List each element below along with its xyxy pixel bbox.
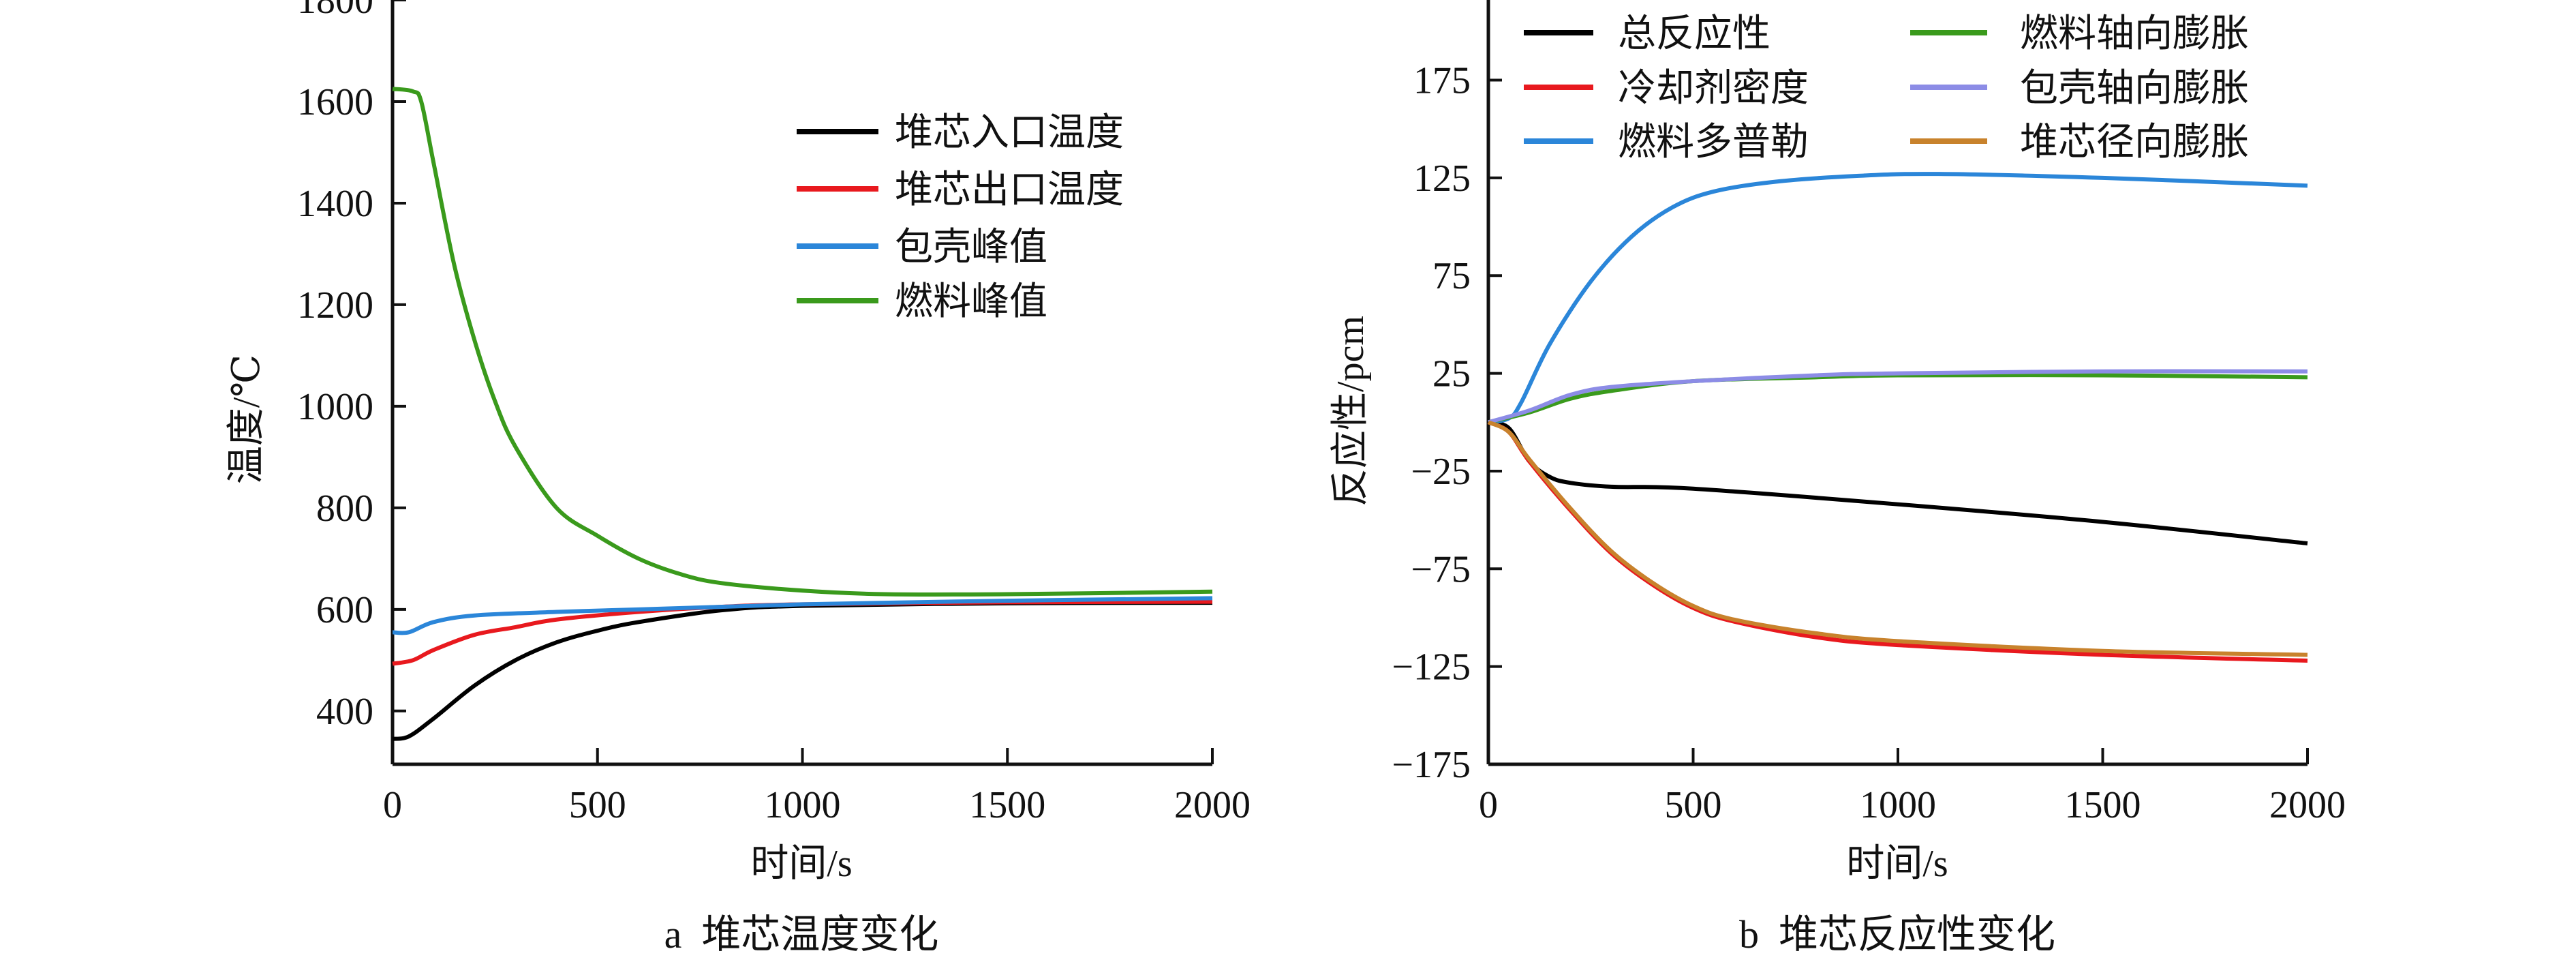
x-tick-label: 1000 bbox=[1860, 784, 1936, 826]
y-tick-label: −75 bbox=[1411, 548, 1471, 590]
series-line-1 bbox=[1488, 420, 2308, 546]
y-tick-label: −25 bbox=[1411, 451, 1471, 493]
legend-label: 包壳轴向膨胀 bbox=[2020, 67, 2249, 110]
x-tick-label: 2000 bbox=[2269, 784, 2346, 826]
y-tick-label: 175 bbox=[1413, 60, 1471, 102]
y-tick-label: 75 bbox=[1432, 255, 1471, 297]
series-line-2 bbox=[392, 599, 1213, 666]
legend-label: 包壳峰值 bbox=[895, 226, 1047, 269]
y-tick-label: 800 bbox=[316, 487, 373, 530]
chart-a-caption: a 堆芯温度变化 bbox=[664, 912, 939, 957]
legend-label: 堆芯径向膨胀 bbox=[2020, 121, 2249, 164]
y-tick-label: −125 bbox=[1392, 646, 1471, 689]
legend-label: 冷却剂密度 bbox=[1618, 67, 1809, 110]
legend-label: 燃料多普勒 bbox=[1618, 121, 1809, 164]
chart-b-ylabel: 反应性/pcm bbox=[1330, 316, 1372, 507]
series-line-5 bbox=[1488, 369, 2308, 425]
x-tick-label: 500 bbox=[569, 784, 626, 826]
series-line-3 bbox=[1488, 172, 2308, 425]
y-tick-label: 600 bbox=[316, 589, 373, 631]
y-tick-label: 25 bbox=[1432, 353, 1471, 395]
legend-label: 堆芯入口温度 bbox=[895, 112, 1124, 154]
x-tick-label: 0 bbox=[1479, 784, 1498, 826]
chart-a-xlabel: 时间/s bbox=[750, 843, 852, 885]
series-line-3 bbox=[392, 596, 1213, 635]
legend-label: 总反应性 bbox=[1618, 13, 1770, 55]
y-tick-label: 1000 bbox=[297, 386, 373, 428]
series-line-6 bbox=[1487, 420, 2308, 657]
chart-b-caption: b 堆芯反应性变化 bbox=[1739, 912, 2055, 957]
y-tick-label: 400 bbox=[316, 691, 373, 733]
y-tick-label: 125 bbox=[1413, 157, 1471, 200]
y-tick-label: −175 bbox=[1392, 744, 1471, 786]
legend-label: 燃料峰值 bbox=[895, 281, 1047, 323]
y-tick-label: 1800 bbox=[297, 0, 373, 22]
x-tick-label: 1500 bbox=[969, 784, 1045, 826]
series-line-4 bbox=[1488, 373, 2308, 425]
x-tick-label: 1500 bbox=[2065, 784, 2141, 826]
y-tick-label: 1400 bbox=[297, 183, 373, 225]
series-line-4 bbox=[392, 87, 1213, 597]
series-line-2 bbox=[1487, 420, 2308, 663]
y-tick-label: 1200 bbox=[297, 284, 373, 327]
x-tick-label: 1000 bbox=[765, 784, 841, 826]
x-tick-label: 500 bbox=[1665, 784, 1722, 826]
legend-label: 燃料轴向膨胀 bbox=[2020, 13, 2249, 55]
y-tick-label: 1600 bbox=[297, 81, 373, 123]
chart-a-ylabel: 温度/℃ bbox=[226, 355, 268, 484]
legend-label: 堆芯出口温度 bbox=[895, 169, 1124, 211]
x-tick-label: 2000 bbox=[1174, 784, 1251, 826]
series-line-1 bbox=[392, 601, 1213, 741]
chart-a-core-temperature: 温度/℃ 时间/s a 堆芯温度变化 400 600 800 1000 1200 1400… bbox=[226, 0, 1251, 957]
x-tick-label: 0 bbox=[383, 784, 402, 826]
chart-b-xlabel: 时间/s bbox=[1846, 843, 1948, 885]
chart-b-core-reactivity: 反应性/pcm 时间/s b 堆芯反应性变化 −175 −125 −75 −25 25 7… bbox=[1330, 0, 2346, 957]
